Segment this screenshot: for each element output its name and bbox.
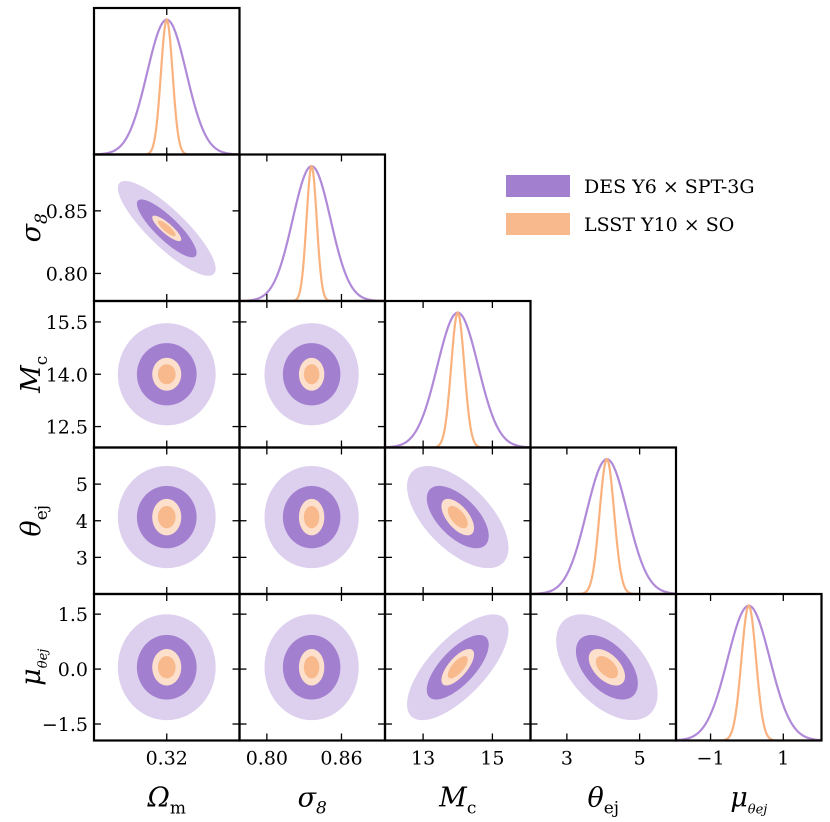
y-axis-label-mu: μθej — [16, 649, 51, 686]
y-tick-label: 0.0 — [58, 659, 88, 681]
label-main: Ω — [146, 783, 169, 814]
x-tick-label: 0.80 — [246, 748, 288, 770]
label-sub: 8 — [316, 799, 327, 819]
label-sub: 8 — [32, 213, 52, 224]
y-tick-label: 12.5 — [46, 417, 88, 439]
y-tick-label: 0.80 — [46, 263, 88, 285]
y-tick-label: −1.5 — [42, 714, 88, 736]
panel-tej-Om — [117, 466, 216, 569]
x-tick-label: 13 — [411, 748, 435, 770]
contour-1sigma-lsst — [303, 656, 320, 679]
label-sub: c — [467, 799, 477, 819]
panel-Mc-Mc — [385, 310, 531, 448]
panel-frame — [92, 6, 241, 156]
panel-mu-tej — [556, 614, 658, 721]
marginal-curve-tej-lsst — [530, 457, 676, 594]
y-tick-label: 3 — [76, 547, 88, 569]
contour-1sigma-lsst — [303, 364, 320, 385]
x-axis-label-s8: σ8 — [298, 783, 327, 819]
label-main: M — [438, 783, 468, 814]
panel-Om-Om — [94, 17, 240, 155]
y-tick-label: 0.85 — [46, 201, 88, 223]
contour-1sigma-lsst — [157, 505, 176, 529]
y-axis-label-tej: θej — [16, 505, 52, 537]
label-sub: ej — [604, 799, 619, 819]
label-main: μ — [730, 783, 748, 814]
x-axis-label-tej: θej — [587, 783, 619, 819]
x-tick-label: 3 — [561, 748, 573, 770]
panel-frame — [674, 592, 823, 742]
y-tick-label: 4 — [76, 511, 88, 533]
panel-frame — [238, 153, 387, 303]
marginal-curve-mu-des — [676, 604, 822, 741]
contour-1sigma-lsst — [157, 656, 176, 679]
x-tick-label: 5 — [634, 748, 646, 770]
label-sub: θej — [748, 803, 768, 818]
marginal-curve-mu-lsst — [676, 604, 822, 741]
panel-mu-Mc — [407, 614, 509, 721]
legend: DES Y6 × SPT-3G LSST Y10 × SO — [506, 175, 755, 236]
label-sub: ej — [32, 505, 52, 520]
y-tick-label: 14.0 — [46, 364, 88, 386]
contour-1sigma-lsst — [303, 505, 320, 529]
contour-1sigma-lsst — [157, 220, 176, 237]
legend-label-des: DES Y6 × SPT-3G — [584, 176, 755, 198]
marginal-curve-Mc-des — [385, 311, 531, 448]
panel-s8-s8 — [239, 164, 385, 301]
label-main: θ — [587, 783, 603, 814]
panel-tej-s8 — [264, 466, 359, 569]
x-tick-label: 0.32 — [146, 748, 188, 770]
legend-swatch-lsst — [506, 213, 570, 235]
marginal-curve-Om-des — [94, 18, 240, 155]
label-sub: θej — [36, 649, 51, 669]
label-main: σ — [16, 222, 47, 242]
panel-mu-Om — [117, 614, 216, 721]
contour-1sigma-lsst — [157, 364, 176, 385]
panel-mu-mu — [676, 604, 822, 741]
label-main: θ — [16, 520, 47, 536]
x-axis-label-Mc: Mc — [438, 783, 476, 819]
legend-swatch-des — [506, 175, 570, 197]
label-main: μ — [16, 668, 47, 686]
y-tick-label: 5 — [76, 474, 88, 496]
x-tick-label: −1 — [697, 748, 725, 770]
label-main: M — [16, 364, 47, 394]
y-axis-label-Mc: Mc — [16, 356, 52, 394]
legend-label-lsst: LSST Y10 × SO — [584, 214, 734, 236]
panel-Mc-s8 — [264, 323, 359, 426]
marginal-curve-s8-lsst — [239, 164, 385, 301]
label-sub: m — [170, 799, 186, 819]
x-axis-label-mu: μθej — [730, 783, 767, 818]
panel-tej-tej — [530, 457, 676, 594]
contour-1sigma-lsst — [447, 656, 468, 679]
x-axis-label-Om: Ωm — [146, 783, 186, 819]
x-tick-label: 0.86 — [320, 748, 362, 770]
x-tick-label: 15 — [480, 748, 504, 770]
panel-tej-Mc — [407, 466, 509, 569]
contour-1sigma-lsst — [447, 505, 468, 529]
label-main: σ — [298, 783, 318, 814]
panel-mu-s8 — [264, 614, 359, 721]
y-tick-label: 1.5 — [58, 604, 88, 626]
panel-s8-Om — [117, 180, 216, 276]
marginal-curve-Mc-lsst — [385, 310, 531, 448]
panel-frame — [383, 299, 532, 449]
label-sub: c — [32, 356, 52, 366]
x-tick-label: 1 — [777, 748, 789, 770]
y-tick-label: 15.5 — [46, 312, 88, 334]
marginal-curve-s8-des — [239, 165, 385, 301]
panel-Mc-Om — [117, 323, 216, 426]
y-axis-label-s8: σ8 — [16, 213, 52, 242]
marginal-curve-tej-des — [530, 458, 676, 594]
marginal-curve-Om-lsst — [94, 17, 240, 155]
contour-1sigma-lsst — [595, 656, 618, 679]
